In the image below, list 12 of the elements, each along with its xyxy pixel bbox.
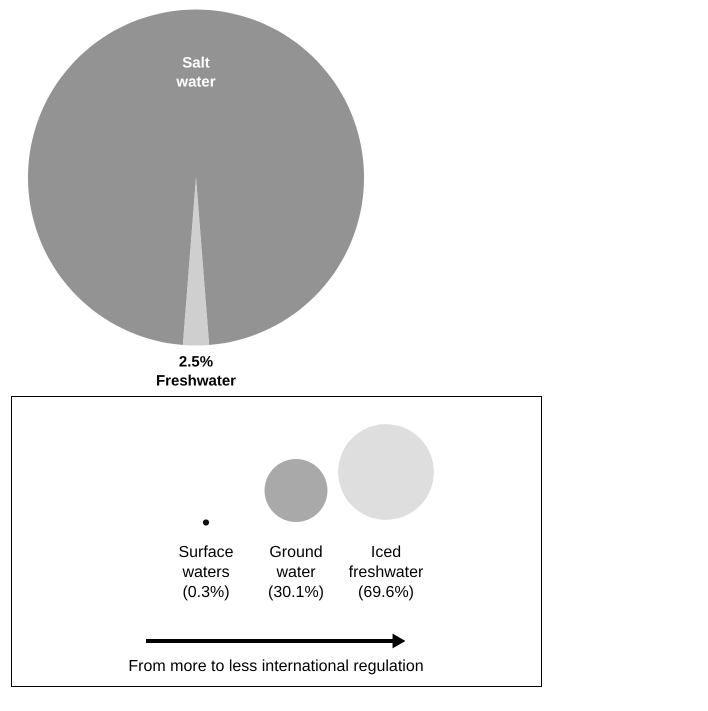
text: From more to less international regulation <box>128 658 424 675</box>
pie-slice <box>182 178 210 346</box>
data-label: 2.5% <box>178 354 214 370</box>
data-label: (69.6%) <box>358 584 414 601</box>
slice-label: Salt water <box>175 54 216 90</box>
pie-slice <box>28 10 364 345</box>
data-label: (30.1%) <box>268 584 324 601</box>
category-label: Iced freshwater <box>348 544 424 581</box>
category-label: Ground water <box>269 544 323 581</box>
category-label: Surface waters <box>178 544 234 581</box>
data-label: (0.3%) <box>182 584 230 601</box>
slice-label: Freshwater <box>156 372 236 390</box>
